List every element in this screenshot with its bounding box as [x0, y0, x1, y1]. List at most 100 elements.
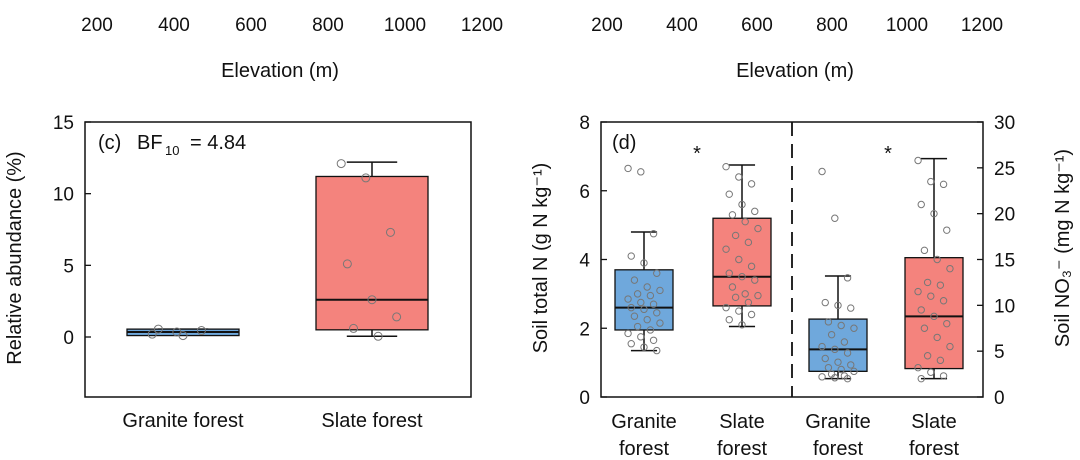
d-group-3-point: [847, 361, 855, 369]
x-category-label-line2: forest: [813, 438, 863, 460]
c-slate-point: [349, 323, 359, 333]
x-category-label-line2: forest: [619, 438, 669, 460]
d-group-4-point: [920, 324, 929, 332]
d-group-3-point: [818, 342, 826, 351]
x-tick-label: 1000: [384, 15, 426, 36]
d-group-4-point: [927, 292, 935, 300]
d-group-4-point: [943, 226, 951, 234]
panel-c-label: (c): [98, 132, 121, 154]
d-group-1-point: [637, 298, 645, 307]
top-left-axis-strip: 200 400 600 800 1000 1200: [81, 15, 503, 36]
x-tick-label: 1000: [886, 15, 928, 36]
d-group-2-point: [751, 276, 759, 284]
c-slate-point: [361, 173, 371, 183]
d-group-2-point: [728, 283, 737, 291]
d-group-1-point: [633, 322, 642, 331]
right-y-tick-label: 20: [994, 205, 1015, 226]
d-group-2-point: [744, 298, 753, 307]
right-y-tick-label: 30: [994, 113, 1015, 134]
d-group-4-point: [917, 200, 925, 209]
x-tick-label: 800: [312, 15, 344, 36]
d-group-4-point: [943, 319, 951, 328]
d-group-3-point: [847, 304, 855, 312]
y-tick-label: 10: [53, 185, 74, 206]
x-tick-label: 200: [591, 15, 623, 36]
panel-c-bf-value: = 4.84: [190, 132, 246, 154]
d-group-4-point: [923, 352, 932, 360]
d-group-1-point: [627, 252, 635, 260]
d-group-4-point: [946, 264, 954, 273]
x-category-label-line1: Slate: [719, 411, 765, 433]
d-group-2-point: [751, 207, 759, 216]
c-granite-point: [153, 324, 163, 334]
d-group-3-point: [837, 365, 845, 374]
c-slate-point: [373, 331, 383, 341]
d-group-1-point: [630, 276, 639, 284]
d-group-1-point: [624, 295, 632, 303]
panel-d-left-ylabel: Soil total N (g N kg⁻¹): [530, 163, 552, 354]
d-group-1-point: [649, 336, 658, 344]
x-category-label: Slate forest: [321, 410, 423, 432]
d-group-4-point: [939, 372, 948, 380]
right-y-tick-label: 0: [994, 388, 1005, 409]
d-group-3-point: [824, 363, 833, 372]
d-group-2-point: [738, 200, 746, 209]
right-y-tick-label: 5: [994, 342, 1005, 363]
d-group-2-point: [731, 231, 740, 240]
x-category-label-line2: forest: [909, 438, 959, 460]
x-tick-label: 600: [235, 15, 267, 36]
x-tick-label: 200: [81, 15, 113, 36]
x-tick-label: 400: [666, 15, 698, 36]
d-group-2-point: [735, 255, 743, 264]
d-group-3-point: [834, 358, 842, 366]
panel-d-right-ylabel: Soil NO₃⁻ (mg N kg⁻¹): [1052, 149, 1074, 347]
panel-c-bf-subscript: 10: [165, 143, 179, 158]
d-group-2-point: [754, 224, 762, 233]
d-group-4-point: [927, 368, 935, 376]
d-group-1-point: [630, 312, 639, 320]
d-group-2-point: [744, 238, 753, 247]
d-group-4-point: [936, 356, 945, 365]
d-group-2-point: [725, 269, 733, 277]
d-group-4-point: [917, 374, 925, 383]
d-group-2-point: [731, 293, 740, 302]
panel-c: (c) BF 10 = 4.84 Relative abundance (%) …: [4, 113, 472, 432]
x-category-label-line1: Granite: [805, 411, 871, 433]
d-group-2-point: [741, 217, 749, 226]
d-group-2-point: [725, 190, 733, 198]
d-group-4-point: [920, 246, 929, 255]
y-tick-label: 0: [63, 328, 74, 349]
d-group-3-point: [843, 374, 852, 383]
d-group-4-point: [946, 342, 954, 351]
x-tick-label: 400: [158, 15, 190, 36]
panel-c-frame: [84, 121, 472, 398]
left-y-tick-label: 6: [579, 182, 590, 203]
left-y-tick-label: 4: [579, 251, 590, 272]
d-group-3-point: [821, 354, 829, 363]
c-slate-box: [315, 175, 429, 331]
d-group-2-point: [747, 180, 756, 188]
c-granite-point: [178, 331, 188, 341]
x-tick-label: 1200: [461, 15, 503, 36]
d-group-1-point: [640, 259, 648, 267]
left-y-tick-label: 2: [579, 319, 590, 340]
x-tick-label: 800: [816, 15, 848, 36]
d-group-1-point: [646, 326, 655, 334]
d-group-2-point: [747, 262, 756, 271]
d-group-3-point: [831, 345, 839, 354]
d-group-4-point: [914, 363, 922, 372]
c-granite-point: [147, 329, 157, 339]
c-granite-point: [196, 326, 206, 336]
d-group-2-point: [722, 245, 730, 253]
y-tick-label: 15: [53, 113, 74, 134]
d-group-3-point: [840, 338, 849, 346]
x-category-label: Granite forest: [122, 410, 244, 432]
d-group-1-point: [640, 305, 648, 314]
d-group-2-box: [712, 217, 772, 307]
d-group-3-point: [818, 167, 826, 176]
y-tick-label: 5: [63, 256, 74, 277]
d-group-2-point: [722, 162, 730, 171]
d-group-3-point: [821, 298, 829, 307]
left-y-tick-label: 8: [579, 113, 590, 134]
left-y-tick-label: 0: [579, 388, 590, 409]
